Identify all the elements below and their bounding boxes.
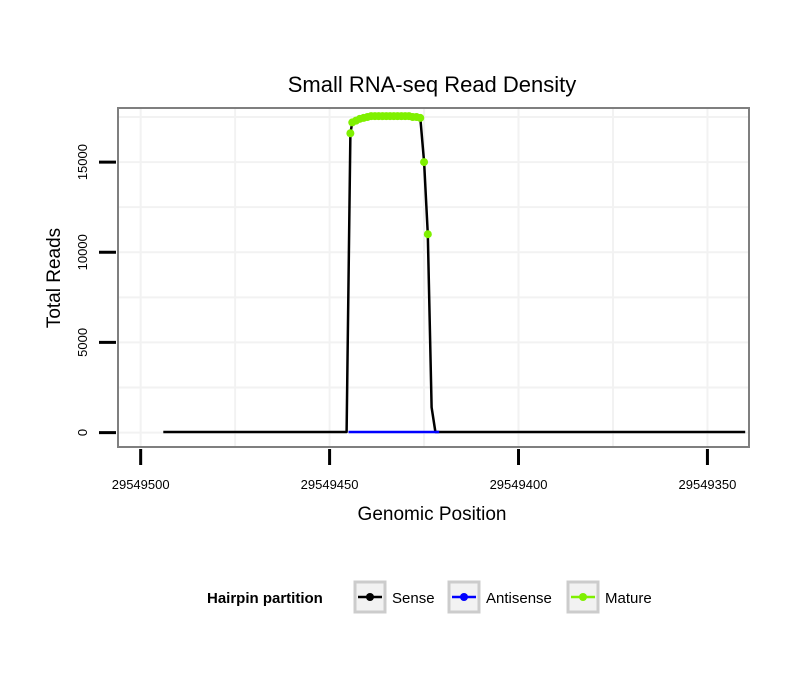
legend-title: Hairpin partition (207, 590, 323, 607)
legend-label-sense: Sense (392, 590, 435, 607)
legend-label-mature: Mature (605, 590, 652, 607)
x-tick-label: 29549450 (301, 477, 359, 492)
mature-point (420, 158, 429, 167)
y-tick-label: 10000 (75, 234, 90, 270)
y-axis: 0 5000 10000 15000 (75, 144, 116, 436)
mature-point (423, 230, 432, 239)
mature-point (346, 129, 355, 138)
x-tick-label: 29549500 (112, 477, 170, 492)
legend-key-point (460, 593, 468, 601)
x-axis-title: Genomic Position (358, 504, 507, 525)
legend-key-point (366, 593, 374, 601)
x-tick-label: 29549400 (490, 477, 548, 492)
y-tick-label: 0 (75, 429, 90, 436)
legend-key-point (579, 593, 587, 601)
series-layer (163, 112, 746, 434)
x-axis: 29549500 29549450 29549400 29549350 (112, 449, 737, 492)
legend-label-antisense: Antisense (486, 590, 552, 607)
legend: Hairpin partition Sense Antisense Mature (207, 580, 652, 614)
y-tick-label: 5000 (75, 328, 90, 357)
x-tick-label: 29549350 (679, 477, 737, 492)
plot-panel-border (117, 107, 750, 448)
y-axis-title: Total Reads (44, 228, 65, 328)
mature-point (416, 113, 425, 122)
y-tick-label: 15000 (75, 144, 90, 180)
chart-title: Small RNA-seq Read Density (288, 72, 577, 97)
